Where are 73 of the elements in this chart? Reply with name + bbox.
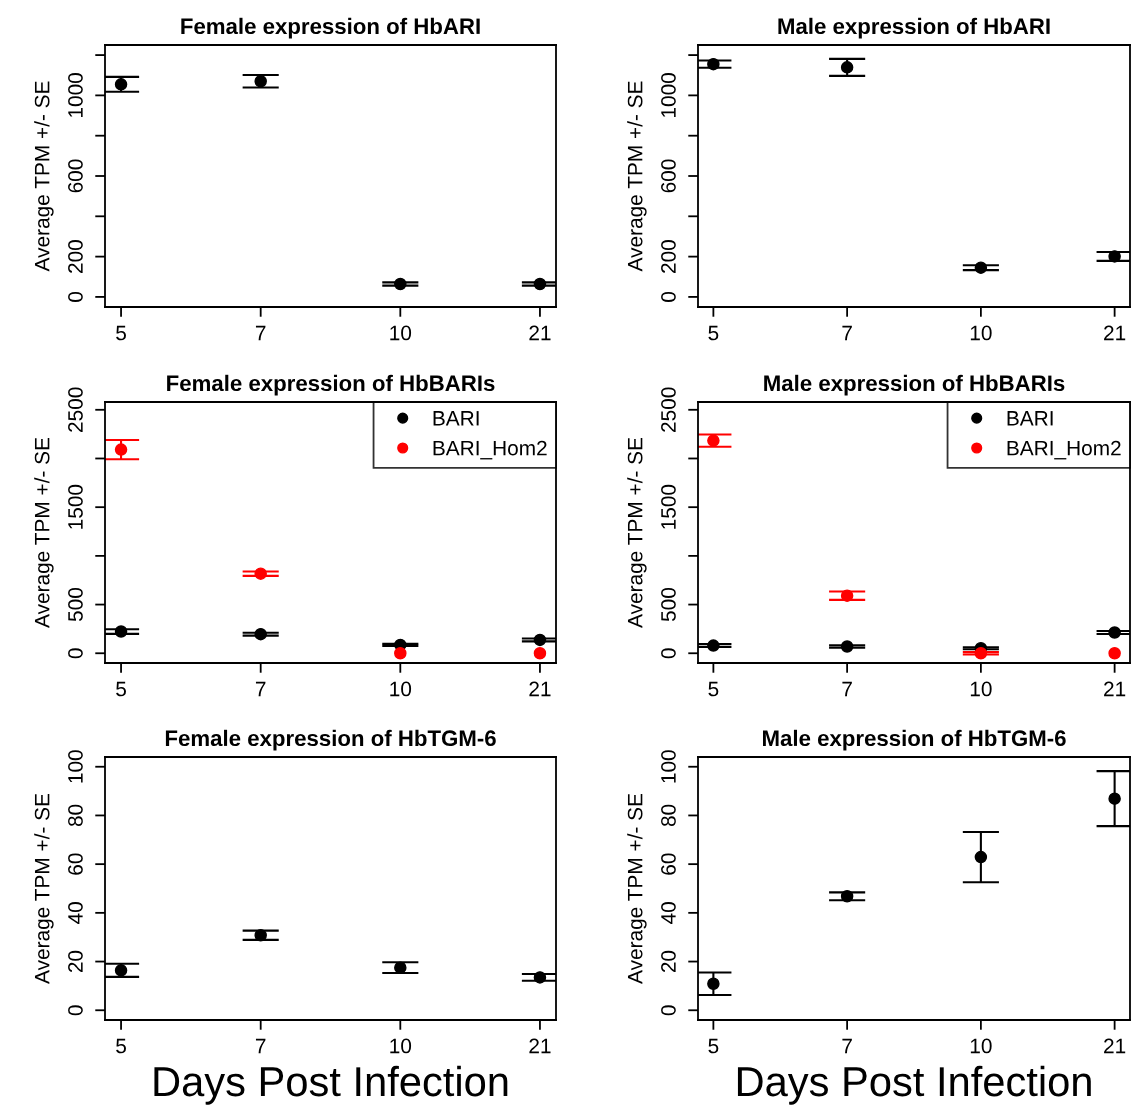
y-tick-label: 600 bbox=[68, 159, 83, 193]
y-tick-label: 1500 bbox=[68, 484, 83, 529]
y-tick-label: 20 bbox=[661, 950, 676, 973]
y-axis-title: Average TPM +/- SE bbox=[34, 793, 54, 984]
y-axis-title: Average TPM +/- SE bbox=[627, 437, 647, 628]
y-tick-label: 0 bbox=[68, 291, 83, 302]
x-tick-label: 5 bbox=[708, 1038, 719, 1054]
chart-title: Female expression of HbTGM-6 bbox=[165, 729, 496, 751]
y-tick-label: 600 bbox=[661, 159, 676, 193]
y-tick-label: 80 bbox=[661, 804, 676, 827]
x-tick-label: 10 bbox=[970, 1038, 992, 1054]
x-tick-label: 10 bbox=[970, 325, 992, 341]
x-tick-label: 10 bbox=[970, 681, 992, 697]
y-tick-label: 500 bbox=[661, 588, 676, 622]
chart-title: Female expression of HbBARIs bbox=[167, 374, 495, 396]
x-tick-label: 5 bbox=[116, 325, 126, 341]
y-tick-label: 80 bbox=[68, 804, 83, 827]
y-tick-label: 0 bbox=[661, 1005, 676, 1016]
x-axis-title: Days Post Infection bbox=[154, 1065, 508, 1105]
y-tick-label: 2500 bbox=[661, 387, 676, 432]
y-tick-label: 20 bbox=[68, 950, 83, 973]
y-tick-label: 40 bbox=[68, 902, 83, 924]
y-tick-label: 1000 bbox=[661, 73, 676, 117]
y-axis-title: Average TPM +/- SE bbox=[34, 81, 54, 272]
legend-label: BARI_Hom2 bbox=[433, 440, 547, 460]
x-tick-label: 10 bbox=[390, 1038, 412, 1054]
x-tick-label: 7 bbox=[842, 1038, 852, 1054]
y-tick-label: 60 bbox=[68, 853, 83, 875]
y-tick-label: 0 bbox=[661, 648, 676, 659]
y-tick-label: 40 bbox=[661, 902, 676, 924]
chart-title: Male expression of HbBARIs bbox=[764, 374, 1065, 396]
x-tick-label: 7 bbox=[842, 681, 852, 697]
x-tick-label: 5 bbox=[708, 325, 719, 341]
x-tick-label: 7 bbox=[255, 1038, 266, 1054]
y-axis-title: Average TPM +/- SE bbox=[34, 437, 54, 628]
x-tick-label: 7 bbox=[255, 681, 266, 697]
x-tick-label: 21 bbox=[529, 1038, 551, 1054]
point bbox=[533, 647, 547, 660]
x-tick-label: 7 bbox=[842, 325, 852, 341]
y-axis-title: Average TPM +/- SE bbox=[627, 793, 647, 984]
y-tick-label: 100 bbox=[661, 750, 676, 783]
y-tick-label: 60 bbox=[661, 853, 676, 875]
x-tick-label: 21 bbox=[529, 325, 551, 341]
x-tick-label: 5 bbox=[708, 681, 719, 697]
y-tick-label: 100 bbox=[68, 750, 83, 783]
y-tick-label: 200 bbox=[68, 240, 83, 273]
x-tick-label: 5 bbox=[116, 681, 126, 697]
x-tick-label: 5 bbox=[116, 1038, 126, 1054]
y-tick-label: 0 bbox=[68, 1005, 83, 1016]
y-tick-label: 1000 bbox=[68, 73, 83, 117]
point bbox=[1108, 647, 1121, 660]
y-tick-label: 0 bbox=[68, 648, 83, 659]
legend-label: BARI bbox=[1007, 411, 1053, 426]
y-tick-label: 2500 bbox=[68, 387, 83, 432]
point bbox=[394, 647, 407, 660]
chart-title: Female expression of HbARI bbox=[181, 17, 480, 39]
chart-title: Male expression of HbARI bbox=[778, 17, 1050, 39]
x-tick-label: 21 bbox=[1104, 1038, 1126, 1054]
legend-label: BARI bbox=[433, 411, 479, 426]
x-tick-label: 21 bbox=[1104, 325, 1126, 341]
y-axis-title: Average TPM +/- SE bbox=[627, 81, 647, 272]
x-tick-label: 7 bbox=[255, 325, 266, 341]
y-tick-label: 0 bbox=[661, 291, 676, 302]
legend-label: BARI_Hom2 bbox=[1007, 440, 1121, 460]
y-tick-label: 1500 bbox=[661, 484, 676, 529]
x-axis-title: Days Post Infection bbox=[737, 1065, 1091, 1105]
chart-title: Male expression of HbTGM-6 bbox=[763, 729, 1066, 751]
x-tick-label: 10 bbox=[390, 325, 412, 341]
y-tick-label: 200 bbox=[661, 240, 676, 273]
x-tick-label: 10 bbox=[390, 681, 412, 697]
x-tick-label: 21 bbox=[529, 681, 551, 697]
y-tick-label: 500 bbox=[68, 588, 83, 622]
x-tick-label: 21 bbox=[1104, 681, 1126, 697]
